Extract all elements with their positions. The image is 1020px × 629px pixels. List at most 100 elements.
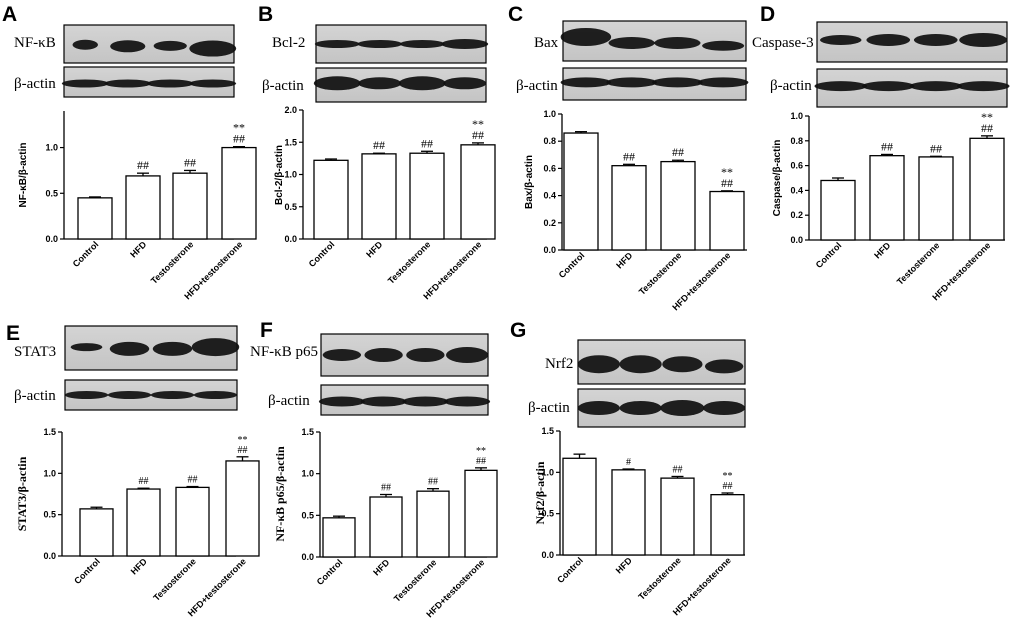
bar [322, 517, 356, 558]
category-label: HFD [872, 240, 893, 261]
category-label: Control [555, 555, 585, 585]
actin-blot-band [652, 77, 703, 88]
y-tick-label: 0.0 [45, 234, 58, 244]
actin-blot-band [660, 400, 705, 416]
actin-blot-band [360, 396, 407, 407]
actin-blot-band [606, 77, 657, 88]
significance-mark: ## [233, 132, 245, 146]
y-tick-label: 1.0 [301, 469, 314, 479]
category-label: Control [71, 239, 101, 269]
actin-blot-band [444, 396, 491, 407]
significance-mark: ## [623, 149, 635, 163]
protein-blot-band [109, 341, 150, 356]
y-tick-label: 0.6 [543, 163, 556, 173]
category-label: HFD [614, 555, 635, 576]
significance-mark: ## [472, 128, 484, 142]
actin-blot-label: β-actin [14, 388, 56, 404]
y-tick-label: 1.5 [284, 137, 297, 147]
y-axis-label: Nrf2/β-actin [533, 461, 547, 524]
bar [172, 172, 208, 240]
actin-blot-label: β-actin [528, 400, 570, 416]
bar [464, 469, 498, 558]
bar [175, 486, 210, 557]
actin-blot-band [398, 76, 446, 91]
protein-blot-band [704, 359, 744, 374]
actin-blot-band [313, 76, 361, 91]
significance-mark: ** [238, 435, 248, 446]
actin-blot-band [107, 391, 152, 399]
y-axis-label: Bax/β-actin [524, 155, 535, 209]
category-label: Control [557, 250, 587, 280]
significance-mark: ## [238, 445, 248, 456]
protein-blot-label: STAT3 [14, 344, 56, 360]
category-label: Testosterone [895, 240, 942, 287]
actin-blot-band [957, 81, 1010, 92]
category-label: Testosterone [636, 555, 683, 602]
bar [79, 508, 114, 557]
bar [660, 160, 696, 251]
y-tick-label: 1.0 [790, 111, 803, 121]
protein-blot-band [399, 40, 445, 48]
y-tick-label: 1.5 [541, 426, 554, 436]
protein-blot-band [866, 34, 911, 46]
protein-blot-band [445, 347, 489, 363]
significance-mark: ## [381, 483, 391, 494]
significance-mark: ** [233, 121, 245, 135]
actin-blot-label: β-actin [14, 76, 56, 92]
protein-blot-band [577, 355, 621, 374]
y-tick-label: 0.8 [790, 136, 803, 146]
bar [869, 155, 905, 241]
actin-blot-band [814, 81, 867, 92]
category-label: HFD+testosterone [930, 240, 992, 302]
protein-blot-band [702, 40, 745, 51]
actin-blot-band [146, 79, 194, 88]
panel-letter: D [760, 3, 775, 26]
significance-mark: ## [930, 141, 942, 155]
category-label: HFD [129, 556, 150, 577]
y-axis-label: Bcl-2/β-actin [274, 145, 285, 205]
actin-blot-band [64, 391, 109, 399]
category-label: Testosterone [637, 250, 684, 297]
bar [820, 179, 856, 241]
bar [611, 165, 647, 251]
actin-blot-label: β-actin [516, 78, 558, 94]
protein-blot-band [662, 356, 703, 373]
y-axis-label: NF-κB p65/β-actin [273, 446, 287, 542]
significance-mark: ## [421, 136, 433, 150]
actin-blot-band [697, 77, 749, 88]
y-axis-label: NF-κB/β-actin [18, 142, 29, 207]
category-label: Testosterone [149, 239, 196, 286]
significance-mark: ## [137, 158, 149, 172]
y-tick-label: 0.5 [301, 510, 314, 520]
bar [563, 132, 599, 251]
actin-blot-band [577, 401, 621, 415]
actin-blot-band [402, 396, 449, 407]
protein-blot-band [152, 341, 193, 356]
category-label: Control [814, 240, 844, 270]
significance-mark: ## [723, 481, 733, 492]
protein-blot-band [314, 40, 360, 48]
actin-blot-band [193, 391, 238, 399]
y-tick-label: 0.5 [541, 509, 554, 519]
significance-mark: ** [723, 471, 733, 482]
actin-blot-band [318, 396, 365, 407]
y-tick-label: 0.5 [45, 188, 58, 198]
category-label: HFD+testosterone [421, 239, 483, 301]
bar [918, 156, 954, 241]
protein-blot-band [322, 349, 362, 361]
bar [562, 457, 597, 556]
significance-mark: ** [721, 165, 733, 179]
y-tick-label: 0.6 [790, 161, 803, 171]
category-label: HFD [128, 239, 149, 260]
category-label: HFD [614, 250, 635, 271]
bar [125, 175, 161, 240]
protein-blot-band [619, 355, 662, 374]
significance-mark: ** [472, 117, 484, 131]
actin-blot-band [862, 81, 915, 92]
significance-mark: ## [188, 475, 198, 486]
significance-mark: ## [721, 176, 733, 190]
y-tick-label: 0.0 [43, 551, 56, 561]
category-label: Control [315, 557, 345, 587]
bar [416, 490, 450, 558]
